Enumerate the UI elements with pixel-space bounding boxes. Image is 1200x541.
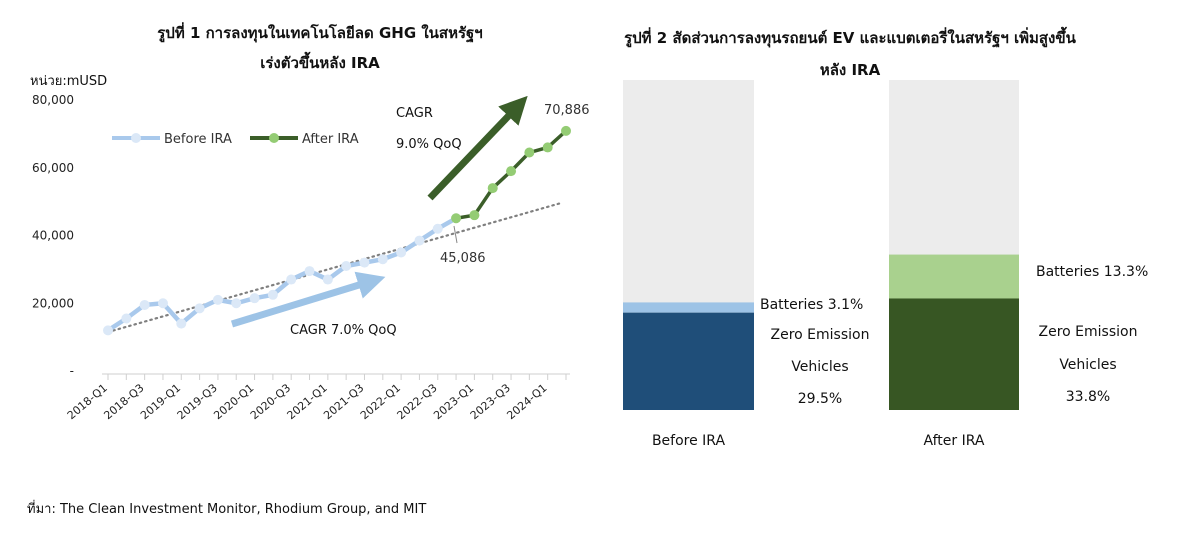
data-label-zev-before-ira: Zero Emission	[771, 327, 870, 343]
x-tick-label: 2023-Q1	[431, 381, 476, 422]
data-point-before-ira	[322, 274, 333, 285]
data-point-after-ira	[487, 183, 498, 194]
data-point-before-ira	[341, 260, 352, 271]
cagr-after-label-line1: CAGR	[396, 106, 433, 121]
cagr-after-label-line2: 9.0% QoQ	[396, 137, 462, 152]
x-tick-label: 2023-Q3	[468, 381, 513, 422]
chart1-title-line1: รูปที่ 1 การลงทุนในเทคโนโลยีลด GHG ในสหร…	[157, 24, 483, 42]
x-tick-label: 2019-Q1	[138, 381, 183, 422]
data-point-after-ira	[451, 213, 462, 224]
bar-segment-zev-after-ira	[889, 298, 1019, 410]
chart2-title: รูปที่ 2 สัดส่วนการลงทุนรถยนต์ EV และแบต…	[590, 22, 1110, 86]
data-point-after-ira	[469, 210, 480, 221]
start-value-leader	[453, 225, 458, 244]
x-tick-label: 2018-Q3	[101, 381, 146, 422]
y-tick-label: -	[70, 364, 74, 378]
data-point-before-ira	[249, 293, 260, 304]
source-note: ที่มา: The Clean Investment Monitor, Rho…	[27, 502, 427, 517]
series-line-before-ira	[106, 216, 458, 333]
data-point-before-ira	[176, 318, 187, 329]
y-tick-label: 80,000	[32, 93, 74, 107]
start-value-label: 45,086	[440, 251, 486, 266]
investment-line-chart: - 20,000 40,000 60,000 80,000 2018-Q12018-Q3…	[32, 93, 590, 422]
data-point-before-ira	[377, 254, 388, 265]
ev-share-stacked-bar-chart: Batteries 3.1% Zero Emission Vehicles 29.5%…	[623, 80, 1148, 449]
x-tick-label: 2020-Q1	[211, 381, 256, 422]
data-label-zev-after-ira: 33.8%	[1066, 389, 1110, 405]
x-tick-label: 2022-Q3	[395, 381, 440, 422]
data-point-before-ira	[432, 223, 443, 234]
legend-label: After IRA	[302, 132, 359, 147]
legend-swatch-marker	[269, 133, 279, 143]
x-tick-label: 2018-Q1	[65, 381, 110, 422]
data-label-batteries-before-ira: Batteries 3.1%	[760, 297, 863, 313]
chart2-title-line2: หลัง IRA	[819, 61, 881, 79]
data-label-zev-after-ira: Zero Emission	[1039, 324, 1138, 340]
x-tick-label: 2022-Q1	[358, 381, 403, 422]
data-point-before-ira	[396, 247, 407, 258]
chart2-title-line1: รูปที่ 2 สัดส่วนการลงทุนรถยนต์ EV และแบต…	[624, 29, 1076, 47]
data-label-zev-before-ira: Vehicles	[791, 359, 848, 375]
data-point-before-ira	[359, 257, 370, 268]
legend-swatch-marker	[131, 133, 141, 143]
data-point-after-ira	[524, 147, 535, 158]
x-tick-label: 2019-Q3	[175, 381, 220, 422]
data-label-zev-before-ira: 29.5%	[798, 391, 842, 407]
legend-item-before-ira: Before IRA	[112, 132, 232, 147]
data-point-after-ira	[561, 125, 571, 136]
y-tick-label: 60,000	[32, 161, 74, 175]
data-point-before-ira	[103, 325, 113, 336]
x-tick-label: 2021-Q3	[321, 381, 366, 422]
legend-label: Before IRA	[164, 132, 232, 147]
data-point-after-ira	[542, 142, 553, 153]
data-point-before-ira	[231, 298, 242, 309]
x-tick-label: 2024-Q1	[504, 381, 549, 422]
data-point-before-ira	[121, 313, 132, 324]
data-point-before-ira	[139, 299, 150, 310]
data-point-after-ira	[506, 166, 517, 177]
y-unit-label: หน่วย:mUSD	[30, 74, 108, 89]
x-tick-label: 2020-Q3	[248, 381, 293, 422]
end-value-label: 70,886	[544, 103, 590, 118]
data-label-batteries-after-ira: Batteries 13.3%	[1036, 264, 1148, 280]
data-label-zev-after-ira: Vehicles	[1059, 357, 1116, 373]
bar-segment-batteries-before-ira	[623, 302, 754, 313]
cagr-before-arrow	[230, 271, 386, 328]
category-label-after-ira: After IRA	[924, 433, 985, 449]
cagr-before-label: CAGR 7.0% QoQ	[290, 323, 397, 338]
data-point-before-ira	[212, 294, 223, 305]
data-point-before-ira	[286, 274, 297, 285]
category-label-before-ira: Before IRA	[652, 433, 726, 449]
legend-item-after-ira: After IRA	[250, 132, 359, 147]
bar-segment-zev-before-ira	[623, 312, 754, 410]
bar-segment-batteries-after-ira	[889, 254, 1019, 299]
y-tick-label: 40,000	[32, 229, 74, 243]
trendline	[106, 202, 562, 334]
data-point-before-ira	[414, 235, 425, 246]
data-point-before-ira	[157, 298, 168, 309]
chart1-title: รูปที่ 1 การลงทุนในเทคโนโลยีลด GHG ในสหร…	[60, 18, 580, 78]
chart1-title-line2: เร่งตัวขึ้นหลัง IRA	[260, 54, 380, 72]
cagr-after-arrow	[427, 95, 528, 201]
y-tick-label: 20,000	[32, 296, 74, 310]
data-point-before-ira	[267, 289, 278, 300]
x-tick-label: 2021-Q1	[285, 381, 330, 422]
data-point-before-ira	[194, 303, 205, 314]
data-point-before-ira	[304, 266, 315, 277]
